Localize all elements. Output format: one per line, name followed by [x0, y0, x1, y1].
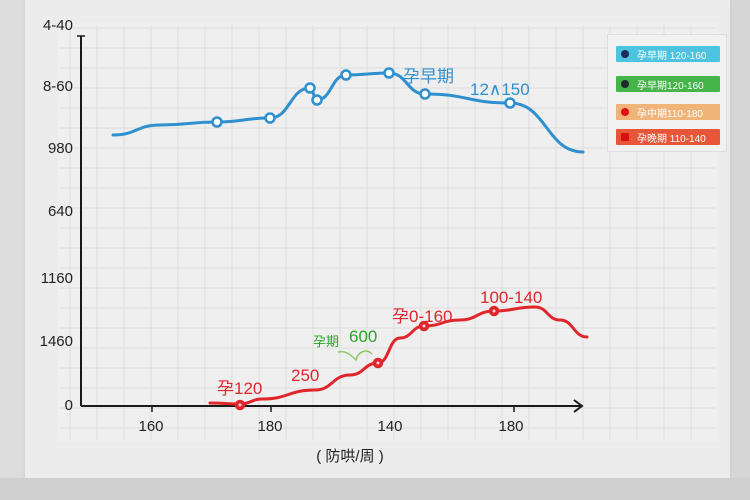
legend-item-mid[interactable]: 孕中期110-180: [616, 104, 720, 120]
data-point-marker: [504, 97, 516, 109]
y-tick-label: 640: [47, 203, 73, 220]
data-point-marker: [383, 67, 395, 79]
gridlines: [60, 25, 715, 440]
x-tick-label: 160: [138, 418, 164, 435]
y-tick-label: 4-40: [42, 17, 73, 34]
x-axis-title: ( 防哄/周 ): [316, 448, 384, 465]
legend-item-late[interactable]: 孕晚期 110-140: [616, 129, 720, 145]
legend-marker-icon: [621, 50, 629, 58]
annotation-early-title: 孕早期: [403, 67, 454, 86]
x-axis-arrow-icon: [573, 399, 584, 413]
background-left-shade: [0, 0, 26, 500]
annotation-green-600-prefix: 孕期: [313, 334, 340, 349]
y-tick-label: 0: [64, 397, 73, 414]
legend-marker-icon: [621, 108, 629, 116]
y-tick-label: 1460: [39, 333, 73, 350]
y-tick-label: 8-60: [42, 78, 73, 95]
legend-item-early-2[interactable]: 孕早期120-160: [616, 76, 720, 92]
data-point-marker: [211, 116, 223, 128]
legend-label: 孕早期120-160: [637, 80, 704, 92]
axes: [77, 35, 584, 413]
annotation-early-range: 12∧150: [470, 80, 530, 99]
annotation-red-100-140: 100-140: [480, 288, 543, 307]
legend-label: 孕中期110-180: [637, 108, 703, 120]
series-markers-late-pregnancy: [234, 305, 500, 411]
data-point-marker: [340, 69, 352, 81]
annotation-green-600: 600: [349, 327, 378, 346]
x-tick-label: 180: [498, 418, 524, 435]
legend-item-early-1[interactable]: 孕早期 120-160: [616, 46, 720, 62]
green-annotation-squiggle: [337, 350, 373, 362]
series-markers-early-pregnancy: [211, 67, 516, 128]
legend-marker-icon: [621, 133, 629, 141]
annotation-red-250: 250: [291, 366, 320, 385]
data-point-marker: [304, 82, 316, 94]
x-tick-label: 180: [257, 418, 283, 435]
background-bottom-band: [0, 478, 750, 500]
legend-label: 孕早期 120-160: [637, 50, 707, 62]
y-tick-label: 980: [47, 140, 73, 157]
data-point-marker: [419, 88, 431, 100]
legend-label: 孕晚期 110-140: [637, 133, 706, 145]
series-line-late-pregnancy: [208, 305, 589, 406]
chart-legend: 孕早期 120-160 孕早期120-160 孕中期110-180 孕晚期 11…: [607, 34, 727, 152]
series-line-early-pregnancy: [111, 71, 585, 154]
legend-marker-icon: [621, 80, 629, 88]
annotation-red-120: 孕120: [217, 379, 263, 398]
annotation-red-0-160: 孕0-160: [392, 307, 453, 326]
y-tick-label: 1160: [40, 270, 73, 287]
data-point-marker: [264, 112, 276, 124]
x-tick-label: 140: [377, 418, 403, 435]
data-point-marker: [311, 94, 323, 106]
